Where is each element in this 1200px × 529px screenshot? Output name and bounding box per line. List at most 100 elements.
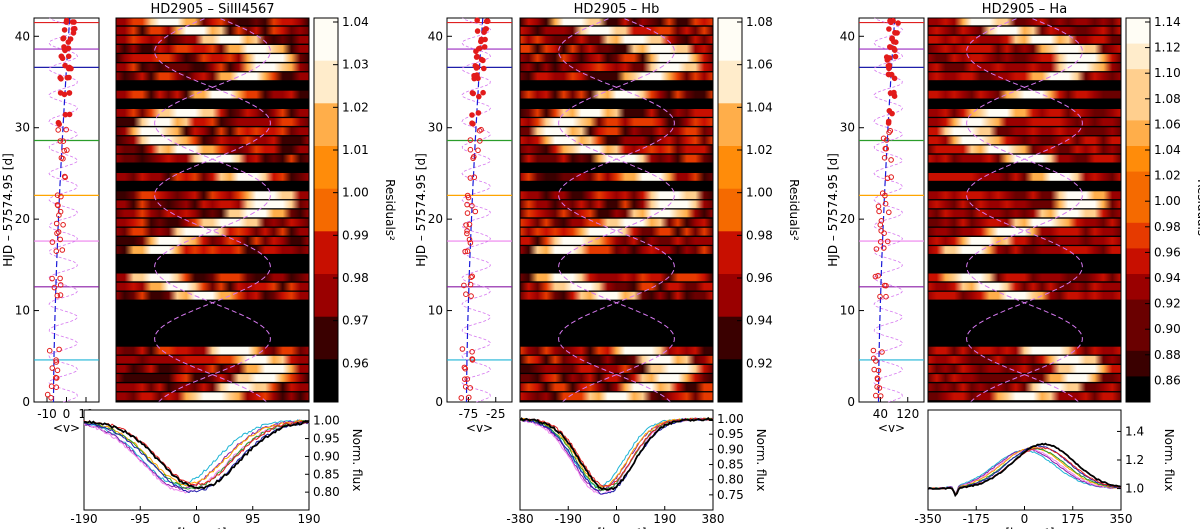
- profile-x-label: v [km s⁻¹]: [994, 526, 1054, 529]
- spectrum-row: [520, 26, 713, 35]
- y-tick-label: 20: [840, 212, 855, 226]
- mean-velocity-point: [474, 28, 481, 34]
- mean-velocity-point: [473, 48, 479, 55]
- y-tick-label: 0: [22, 395, 30, 409]
- profile-frame: [83, 409, 310, 511]
- y-tick-label: 20: [15, 212, 30, 226]
- mean-velocity-label: <v>: [878, 421, 905, 435]
- mean-velocity-point: [873, 358, 879, 364]
- spectrum-row: [520, 346, 713, 355]
- spectrum-row: [928, 273, 1121, 282]
- spectrum-row: [520, 282, 713, 291]
- spectrum-row: [520, 145, 713, 154]
- mean-velocity-point: [474, 17, 481, 24]
- mean-velocity-point: [464, 230, 470, 237]
- spectrum-row: [520, 200, 713, 209]
- mean-velocity-trend: [877, 17, 896, 402]
- colorbar-tick-label: 1.06: [1154, 117, 1181, 131]
- profile-line: [83, 419, 309, 487]
- mean-velocity-point: [58, 53, 65, 60]
- spectrum-row: [520, 191, 713, 200]
- spectrum-row: [116, 218, 309, 227]
- colorbar-tick-label: 1.03: [342, 58, 369, 72]
- spectrum-row: [116, 45, 309, 53]
- spectrum-row: [116, 246, 309, 254]
- y-tick-label: 30: [15, 121, 30, 135]
- mean-velocity-point: [53, 357, 59, 363]
- mean-velocity-point: [63, 126, 69, 133]
- colorbar-tick-label: 1.04: [342, 15, 369, 29]
- mean-velocity-point: [55, 127, 62, 133]
- spectrum-row: [520, 154, 713, 163]
- mean-velocity-point: [472, 63, 479, 69]
- mean-velocity-point: [49, 365, 56, 371]
- mean-velocity-point: [60, 35, 67, 41]
- profile-x-tick-label: 0: [193, 512, 201, 526]
- colorbar-tick-label: 0.98: [746, 228, 773, 242]
- mean-velocity-point: [471, 174, 478, 180]
- mean-velocity-point: [53, 248, 60, 254]
- mean-velocity-point: [56, 121, 63, 127]
- colorbar-tick-label: 0.88: [1154, 348, 1181, 362]
- mean-velocity-point: [476, 93, 482, 100]
- panel-title: HD2905 – Ha: [982, 2, 1067, 17]
- spectrum-row: [928, 365, 1121, 373]
- profile-x-tick-label: -95: [130, 512, 150, 526]
- mean-velocity-point: [469, 112, 475, 118]
- panel-1: HD2905 – SiIII4567 HJD – 57574.95 [d] 0 10 2…: [1, 2, 397, 529]
- panel-3: HD2905 – Ha HJD – 57574.95 [d] 0 10 20 30 40 40…: [826, 2, 1200, 529]
- mean-velocity-point: [876, 208, 882, 215]
- profile-y-tick-label: 0.80: [313, 485, 340, 499]
- mean-velocity-point: [54, 367, 61, 374]
- spectrum-row: [116, 17, 309, 26]
- spectrum-row: [928, 63, 1121, 72]
- mean-velocity-point: [887, 44, 894, 51]
- panel-2: HD2905 – Hb HJD – 57574.95 [d] 0 10 20 30 40 -7…: [414, 2, 801, 529]
- mean-velocity-point: [469, 273, 476, 280]
- profile-y-tick-label: 0.90: [313, 449, 340, 463]
- mean-velocity-point: [475, 75, 481, 82]
- mean-velocity-point: [476, 45, 483, 52]
- spectrum-row: [116, 72, 309, 81]
- mean-velocity-point: [57, 138, 64, 144]
- mean-velocity-point: [464, 376, 471, 382]
- mean-velocity-point: [462, 376, 468, 383]
- mean-velocity-point: [891, 75, 898, 82]
- spectrum-row: [928, 173, 1121, 181]
- spectrum-row: [928, 346, 1121, 355]
- dynamic-sinusoid: [558, 17, 675, 403]
- colorbar-tick-label: 1.08: [1154, 92, 1181, 106]
- mean-velocity-point: [60, 222, 66, 228]
- spectrum-row: [520, 291, 713, 300]
- spectrum-row: [928, 154, 1121, 163]
- spectrum-row: [928, 218, 1121, 227]
- mean-velocity-point: [472, 208, 479, 215]
- spectrum-row: [116, 145, 309, 154]
- mean-velocity-tick-label: -75: [459, 407, 479, 421]
- mean-velocity-point: [883, 145, 890, 152]
- spectrum-row: [116, 227, 309, 236]
- mean-velocity-point: [467, 146, 474, 153]
- profile-y-tick-label: 0.85: [717, 458, 744, 472]
- mean-velocity-point: [883, 137, 890, 143]
- colorbar-tick-label: 1.08: [746, 15, 773, 29]
- spectrum-row: [116, 173, 309, 181]
- mean-velocity-point: [885, 118, 892, 125]
- mean-velocity-point: [874, 375, 881, 382]
- profile-y-tick-label: 1.2: [1125, 453, 1144, 467]
- colorbar-tick-label: 0.86: [1154, 373, 1181, 387]
- colorbar-tick-label: 1.02: [746, 143, 773, 157]
- profile-line: [83, 419, 310, 487]
- colorbar-tick-label: 1.10: [1154, 66, 1181, 80]
- mean-velocity-point: [886, 71, 892, 78]
- mean-velocity-point: [889, 35, 896, 42]
- profile-y-tick-label: 0.75: [717, 488, 744, 502]
- mean-velocity-point: [58, 155, 65, 161]
- spectrum-row: [928, 35, 1121, 44]
- spectrum-row: [116, 54, 309, 62]
- mean-velocity-point: [881, 245, 887, 251]
- spectrum-row: [928, 127, 1121, 136]
- mean-velocity-point: [464, 248, 471, 254]
- mean-velocity-point: [466, 394, 472, 401]
- mean-velocity-point: [884, 238, 891, 245]
